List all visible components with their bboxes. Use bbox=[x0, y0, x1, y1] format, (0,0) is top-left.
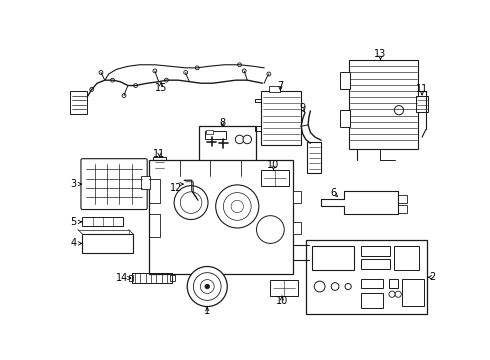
Bar bbox=[269, 86, 280, 93]
Text: 10: 10 bbox=[276, 296, 288, 306]
Bar bbox=[312, 247, 354, 270]
Circle shape bbox=[196, 66, 199, 70]
Circle shape bbox=[174, 186, 208, 220]
Circle shape bbox=[243, 135, 251, 144]
Bar bbox=[70, 91, 87, 114]
Text: 7: 7 bbox=[277, 81, 284, 91]
Text: 8: 8 bbox=[220, 117, 226, 127]
Bar bbox=[340, 72, 350, 89]
Bar bbox=[394, 247, 419, 270]
Circle shape bbox=[165, 78, 169, 82]
Bar bbox=[270, 280, 298, 296]
Circle shape bbox=[267, 72, 271, 76]
Text: 9: 9 bbox=[299, 103, 305, 113]
Bar bbox=[82, 217, 122, 226]
Bar bbox=[199, 126, 256, 166]
Circle shape bbox=[205, 284, 210, 289]
Text: 12: 12 bbox=[170, 183, 183, 193]
Text: 5: 5 bbox=[70, 217, 76, 227]
Circle shape bbox=[231, 200, 244, 213]
Bar bbox=[141, 176, 150, 189]
Text: 14: 14 bbox=[117, 273, 129, 283]
Bar bbox=[205, 131, 226, 139]
Bar bbox=[398, 195, 408, 203]
Circle shape bbox=[395, 291, 401, 297]
Text: 4: 4 bbox=[70, 238, 76, 248]
Bar bbox=[129, 275, 133, 281]
Circle shape bbox=[242, 69, 246, 73]
Circle shape bbox=[216, 185, 259, 228]
Circle shape bbox=[394, 105, 404, 115]
Circle shape bbox=[331, 283, 339, 291]
Circle shape bbox=[134, 84, 138, 87]
Bar bbox=[361, 247, 391, 256]
Text: 13: 13 bbox=[374, 49, 387, 59]
FancyBboxPatch shape bbox=[81, 159, 147, 210]
Circle shape bbox=[184, 71, 188, 75]
Bar bbox=[206, 130, 214, 134]
Circle shape bbox=[223, 193, 251, 220]
Circle shape bbox=[235, 135, 244, 144]
Bar bbox=[294, 222, 301, 234]
Bar bbox=[361, 293, 383, 308]
Circle shape bbox=[153, 69, 157, 73]
Bar bbox=[82, 234, 133, 253]
Bar bbox=[340, 110, 350, 127]
Bar bbox=[349, 60, 418, 149]
Circle shape bbox=[111, 78, 115, 82]
Circle shape bbox=[195, 197, 201, 203]
Circle shape bbox=[389, 291, 395, 297]
Bar bbox=[389, 279, 398, 288]
Text: 1: 1 bbox=[204, 306, 210, 316]
Text: 2: 2 bbox=[429, 272, 435, 282]
Circle shape bbox=[200, 280, 214, 293]
Bar bbox=[361, 279, 383, 288]
Bar bbox=[294, 191, 301, 203]
Circle shape bbox=[122, 94, 126, 98]
Text: 11: 11 bbox=[153, 149, 166, 159]
Bar bbox=[361, 259, 391, 269]
Text: 3: 3 bbox=[70, 179, 76, 189]
Bar bbox=[146, 176, 152, 186]
Bar bbox=[416, 95, 428, 112]
Text: 15: 15 bbox=[155, 83, 167, 93]
Bar bbox=[153, 157, 166, 174]
Text: 6: 6 bbox=[330, 188, 337, 198]
Bar bbox=[402, 279, 423, 306]
Bar bbox=[261, 170, 289, 186]
Circle shape bbox=[180, 192, 202, 213]
Bar bbox=[171, 275, 175, 281]
Circle shape bbox=[194, 273, 221, 300]
Bar bbox=[307, 142, 321, 172]
Bar bbox=[149, 160, 294, 274]
Text: 11: 11 bbox=[416, 84, 428, 94]
Circle shape bbox=[90, 87, 94, 91]
Circle shape bbox=[238, 63, 242, 67]
Bar bbox=[398, 205, 408, 213]
Circle shape bbox=[187, 266, 227, 306]
Circle shape bbox=[99, 71, 103, 75]
Circle shape bbox=[345, 283, 351, 289]
Circle shape bbox=[314, 281, 325, 292]
Bar bbox=[306, 240, 427, 314]
Text: 10: 10 bbox=[268, 160, 280, 170]
Circle shape bbox=[257, 216, 284, 243]
Bar bbox=[261, 91, 301, 145]
